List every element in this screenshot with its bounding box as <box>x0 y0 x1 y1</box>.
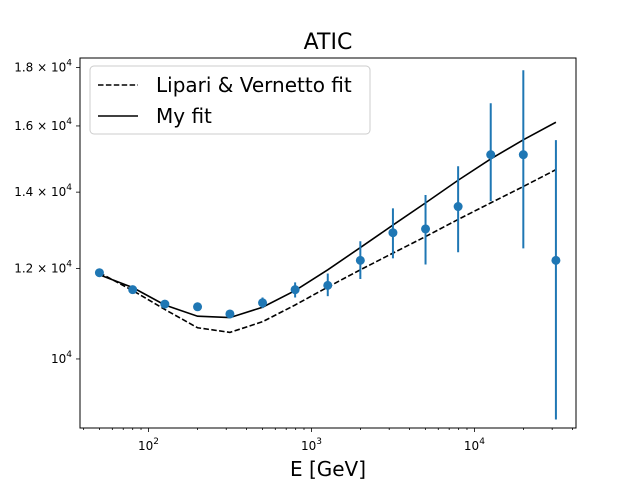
data-point <box>94 268 104 278</box>
data-points <box>94 70 561 420</box>
data-point <box>323 280 333 290</box>
plot-frame <box>79 57 577 429</box>
y-tick-label: 1.6 × 104 <box>14 117 72 133</box>
series-line-1 <box>99 121 557 319</box>
x-tick-label: 103 <box>301 437 322 453</box>
y-tick-label: 1.8 × 104 <box>14 59 72 75</box>
data-point <box>388 228 398 238</box>
data-point <box>453 202 463 212</box>
data-point <box>421 224 431 234</box>
legend-box <box>89 65 371 135</box>
data-point <box>486 150 496 160</box>
data-point <box>128 285 138 295</box>
data-point <box>518 150 528 160</box>
x-tick-label: 104 <box>464 437 485 453</box>
data-point <box>355 255 365 265</box>
data-point <box>160 299 170 309</box>
y-tick-label: 1.2 × 104 <box>14 260 72 276</box>
y-axis-ticks: 104 1.2 × 104 1.4 × 104 1.6 × 104 1.8 × 104 <box>14 59 80 366</box>
data-point <box>290 285 300 295</box>
x-axis-ticks: 102 103 104 <box>83 428 573 453</box>
x-tick-label: 102 <box>138 437 159 453</box>
legend-label-lipari: Lipari & Vernetto fit <box>156 73 352 97</box>
data-point <box>193 302 203 312</box>
legend: Lipari & Vernetto fit My fit <box>89 65 371 135</box>
x-axis-label: E [GeV] <box>290 457 366 480</box>
data-point <box>551 255 561 265</box>
y-tick-label: 1.4 × 104 <box>14 183 72 199</box>
chart-title: ATIC <box>304 30 353 55</box>
y-tick-label: 104 <box>51 350 72 366</box>
legend-label-my-fit: My fit <box>156 104 212 128</box>
data-point <box>225 309 235 319</box>
data-point <box>258 298 268 308</box>
